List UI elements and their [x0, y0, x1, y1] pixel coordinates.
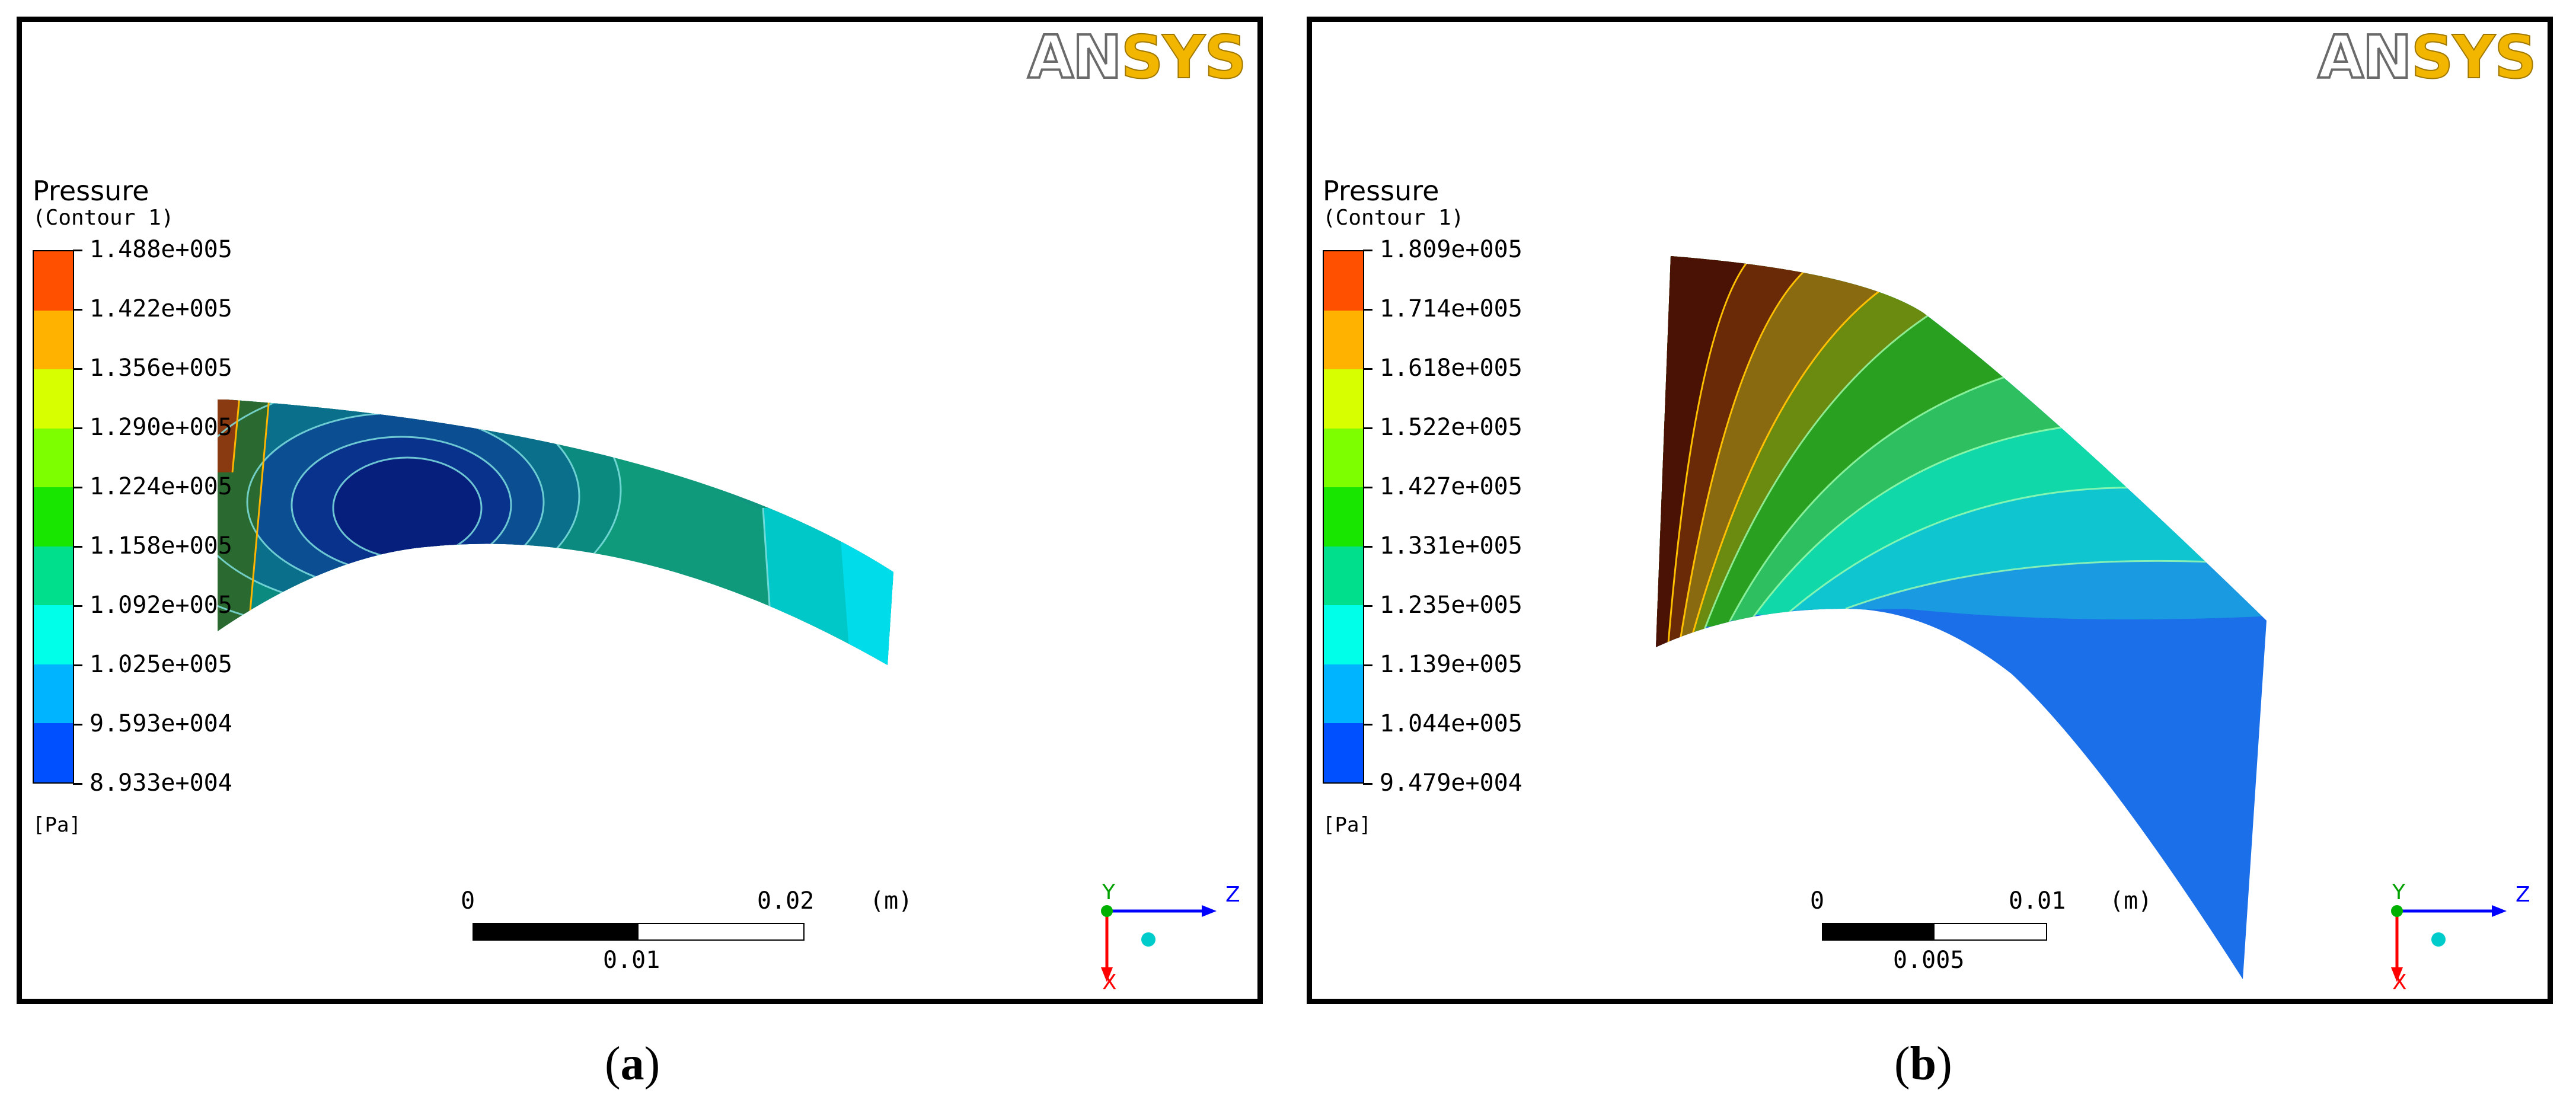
scale-mid-label: 0.005	[1893, 947, 1965, 974]
caption-b: (b)	[1894, 1038, 1952, 1090]
legend-color-band	[1324, 605, 1363, 664]
legend-tick-mark	[1363, 546, 1372, 548]
legend-tick-label: 1.422e+005	[90, 295, 232, 322]
legend-tick-label: 1.224e+005	[90, 473, 232, 500]
legend-tick-mark	[73, 250, 82, 251]
legend-tick-mark	[73, 487, 82, 488]
color-legend-bar	[1323, 250, 1364, 784]
ansys-logo: ANSYS	[1026, 23, 1247, 92]
pressure-contour-a	[218, 400, 893, 665]
legend-color-band	[34, 723, 73, 782]
legend-title: Pressure	[1323, 175, 1439, 207]
scale-start-label: 0	[1810, 887, 1825, 915]
legend-tick-mark	[1363, 605, 1372, 607]
triad-x-label: X	[1102, 970, 1117, 995]
blade-surface-a	[218, 400, 893, 665]
legend-tick-label: 9.479e+004	[1380, 769, 1522, 797]
triad-y-label: Y	[1102, 880, 1115, 905]
legend-tick-mark	[1363, 250, 1372, 251]
legend-color-band	[1324, 310, 1363, 370]
legend-tick-mark	[1363, 487, 1372, 488]
legend-color-band	[1324, 487, 1363, 546]
legend-color-band	[1324, 546, 1363, 606]
color-legend-bar	[33, 250, 74, 784]
legend-tick-mark	[1363, 664, 1372, 666]
legend-color-band	[1324, 428, 1363, 488]
triad-x-label: X	[2392, 970, 2407, 995]
scale-mid-label: 0.01	[603, 947, 660, 974]
legend-tick-label: 1.618e+005	[1380, 354, 1522, 382]
legend-tick-mark	[73, 724, 82, 726]
triad-z-label: Z	[2516, 883, 2530, 907]
legend-tick-mark	[1363, 368, 1372, 370]
legend-subtitle: (Contour 1)	[1323, 206, 1464, 230]
legend-color-band	[1324, 369, 1363, 429]
legend-tick-mark	[73, 427, 82, 429]
scale-unit-label: (m)	[870, 887, 913, 915]
legend-unit: [Pa]	[33, 813, 81, 837]
contour-panel-a: ANSYS Pressure (Contour 1) 1.488e+005 1.4…	[17, 17, 1263, 1004]
legend-tick-mark	[1363, 309, 1372, 311]
legend-tick-label: 1.158e+005	[90, 532, 232, 560]
legend-title: Pressure	[33, 175, 149, 207]
legend-tick-mark	[73, 368, 82, 370]
legend-color-band	[34, 369, 73, 429]
legend-color-band	[34, 251, 73, 311]
scale-bar-filled	[1823, 924, 1935, 939]
legend-tick-mark	[73, 605, 82, 607]
legend-tick-mark	[73, 783, 82, 785]
legend-color-band	[34, 487, 73, 546]
legend-color-band	[34, 310, 73, 370]
legend-color-band	[34, 664, 73, 724]
legend-tick-label: 1.522e+005	[1380, 414, 1522, 441]
ansys-logo: ANSYS	[2316, 23, 2537, 92]
blade-surface-b	[1656, 256, 2267, 979]
axis-triad	[1101, 905, 1217, 982]
legend-tick-label: 1.488e+005	[90, 236, 232, 263]
legend-subtitle: (Contour 1)	[33, 206, 174, 230]
legend-tick-mark	[73, 309, 82, 311]
legend-tick-label: 1.092e+005	[90, 592, 232, 619]
legend-tick-label: 9.593e+004	[90, 710, 232, 737]
legend-tick-label: 1.331e+005	[1380, 532, 1522, 560]
scale-end-label: 0.02	[757, 887, 815, 915]
scale-bar	[473, 923, 805, 941]
legend-tick-label: 1.356e+005	[90, 354, 232, 382]
legend-unit: [Pa]	[1323, 813, 1371, 837]
legend-color-band	[34, 546, 73, 606]
scale-start-label: 0	[461, 887, 475, 915]
legend-tick-label: 1.235e+005	[1380, 592, 1522, 619]
legend-tick-label: 1.139e+005	[1380, 651, 1522, 678]
legend-color-band	[1324, 664, 1363, 724]
scale-bar-filled	[474, 924, 639, 939]
legend-color-band	[34, 428, 73, 488]
pressure-contour-b	[1656, 256, 2267, 979]
scale-end-label: 0.01	[2009, 887, 2066, 915]
legend-color-band	[1324, 723, 1363, 782]
legend-tick-mark	[1363, 783, 1372, 785]
legend-tick-label: 1.044e+005	[1380, 710, 1522, 737]
legend-tick-label: 1.427e+005	[1380, 473, 1522, 500]
triad-y-label: Y	[2392, 880, 2405, 905]
legend-tick-label: 1.714e+005	[1380, 295, 1522, 322]
scale-unit-label: (m)	[2109, 887, 2153, 915]
scale-bar	[1822, 923, 2047, 941]
legend-tick-label: 1.809e+005	[1380, 236, 1522, 263]
legend-tick-mark	[73, 664, 82, 666]
legend-tick-label: 1.290e+005	[90, 414, 232, 441]
legend-tick-mark	[1363, 427, 1372, 429]
triad-z-label: Z	[1225, 883, 1240, 907]
legend-tick-label: 8.933e+004	[90, 769, 232, 797]
legend-tick-label: 1.025e+005	[90, 651, 232, 678]
axis-triad	[2391, 905, 2507, 982]
legend-tick-mark	[1363, 724, 1372, 726]
legend-color-band	[1324, 251, 1363, 311]
legend-color-band	[34, 605, 73, 664]
caption-a: (a)	[605, 1038, 660, 1090]
contour-panel-b: ANSYS Pressure (Contour 1) 1.809e+005 1.7…	[1307, 17, 2553, 1004]
legend-tick-mark	[73, 546, 82, 548]
